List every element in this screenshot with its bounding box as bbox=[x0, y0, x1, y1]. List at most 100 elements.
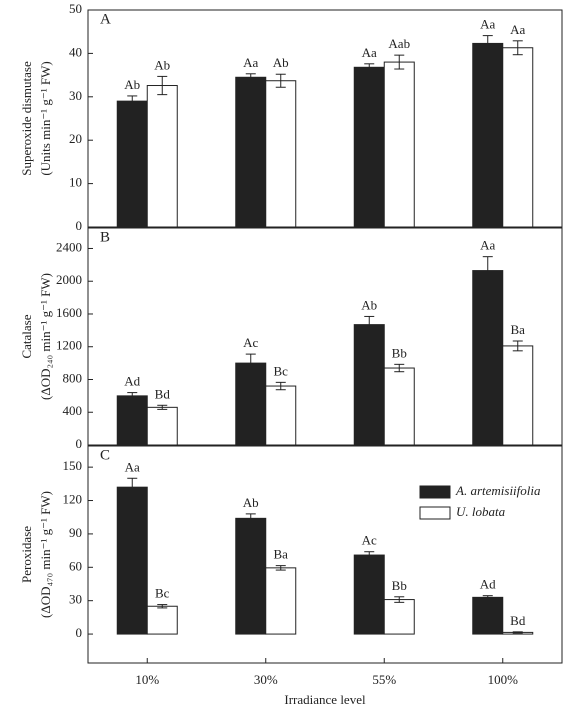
y-tick-label: 2400 bbox=[56, 239, 82, 254]
error-bar bbox=[364, 63, 375, 72]
error-bar bbox=[482, 256, 493, 286]
panel-label: C bbox=[100, 447, 110, 463]
panel-label: A bbox=[100, 11, 111, 27]
legend-label: A. artemisiifolia bbox=[455, 483, 541, 498]
bar bbox=[265, 80, 297, 228]
y-tick-label: 400 bbox=[63, 403, 83, 418]
significance-label: Aa bbox=[510, 22, 525, 37]
bar bbox=[502, 47, 534, 228]
bar bbox=[235, 76, 267, 228]
y-tick-label: 0 bbox=[76, 436, 83, 451]
y-tick-label: 2000 bbox=[56, 272, 82, 287]
y-tick-label: 120 bbox=[63, 492, 83, 507]
significance-label: Ac bbox=[243, 335, 258, 350]
bar bbox=[265, 567, 297, 635]
error-bar bbox=[364, 315, 375, 334]
significance-label: Ac bbox=[362, 533, 377, 548]
bar bbox=[116, 100, 148, 228]
error-bar bbox=[157, 404, 168, 410]
plot-frame bbox=[87, 9, 563, 228]
x-axis-label: Irradiance level bbox=[284, 692, 366, 707]
error-bar bbox=[157, 75, 168, 96]
y-tick-label: 10 bbox=[69, 175, 82, 190]
error-bar bbox=[157, 604, 168, 609]
error-bar bbox=[127, 477, 138, 497]
bar bbox=[116, 486, 148, 635]
error-bar bbox=[394, 54, 405, 70]
significance-label: Ad bbox=[480, 577, 496, 592]
y-tick-label: 20 bbox=[69, 131, 82, 146]
bar bbox=[472, 270, 504, 446]
bar bbox=[353, 66, 385, 228]
significance-label: Aab bbox=[388, 36, 410, 51]
y-tick-label: 0 bbox=[76, 218, 83, 233]
error-bar bbox=[394, 363, 405, 373]
bar bbox=[235, 362, 267, 446]
error-bar bbox=[275, 565, 286, 571]
x-tick-label: 10% bbox=[135, 672, 159, 687]
y-tick-label: 800 bbox=[63, 370, 83, 385]
x-tick-label: 30% bbox=[254, 672, 278, 687]
legend-label: U. lobata bbox=[456, 504, 506, 519]
significance-label: Bb bbox=[392, 345, 407, 360]
bar bbox=[235, 517, 267, 635]
y-tick-label: 40 bbox=[69, 44, 82, 59]
bar bbox=[383, 367, 415, 446]
bar bbox=[383, 61, 415, 228]
significance-label: Bc bbox=[155, 586, 170, 601]
error-bar bbox=[394, 596, 405, 603]
bar bbox=[472, 596, 504, 635]
error-bar bbox=[275, 381, 286, 391]
y-axis-label: (ΔOD₄₇₀ min⁻¹ g⁻¹ FW) bbox=[38, 491, 53, 618]
bar bbox=[502, 345, 534, 446]
error-bar bbox=[364, 551, 375, 559]
bar bbox=[383, 599, 415, 635]
error-bar bbox=[512, 340, 523, 352]
y-tick-label: 60 bbox=[69, 558, 82, 573]
significance-label: Aa bbox=[125, 459, 140, 474]
significance-label: Ba bbox=[511, 322, 526, 337]
significance-label: Ad bbox=[124, 374, 140, 389]
error-bar bbox=[245, 73, 256, 82]
significance-label: Bb bbox=[392, 578, 407, 593]
y-axis-label: (Units min⁻¹ g⁻¹ FW) bbox=[38, 61, 53, 175]
y-tick-label: 150 bbox=[63, 458, 83, 473]
bar bbox=[472, 42, 504, 228]
significance-label: Ab bbox=[154, 57, 170, 72]
significance-label: Ab bbox=[361, 297, 377, 312]
bar bbox=[353, 324, 385, 446]
error-bar bbox=[482, 35, 493, 52]
bar bbox=[146, 406, 178, 446]
plot-frame bbox=[87, 445, 563, 664]
significance-label: Ab bbox=[273, 55, 289, 70]
y-tick-label: 1200 bbox=[56, 338, 82, 353]
significance-label: Bd bbox=[155, 386, 171, 401]
error-bar bbox=[275, 73, 286, 88]
significance-label: Ab bbox=[124, 77, 140, 92]
error-bar bbox=[512, 631, 523, 634]
error-bar bbox=[127, 392, 138, 400]
significance-label: Aa bbox=[362, 45, 377, 60]
error-bar bbox=[245, 513, 256, 524]
error-bar bbox=[512, 40, 523, 56]
significance-label: Ba bbox=[274, 547, 289, 562]
bar bbox=[146, 85, 178, 228]
y-axis-label: Superoxide dismutase bbox=[19, 61, 34, 176]
y-axis-label: (ΔOD₂₄₀ min⁻¹ g⁻¹ FW) bbox=[38, 273, 53, 400]
bar bbox=[353, 554, 385, 635]
y-tick-label: 30 bbox=[69, 88, 82, 103]
y-axis-label: Catalase bbox=[19, 314, 34, 358]
significance-label: Ab bbox=[243, 495, 259, 510]
significance-label: Bc bbox=[274, 363, 289, 378]
significance-label: Aa bbox=[243, 55, 258, 70]
bar bbox=[146, 605, 178, 635]
legend-swatch bbox=[419, 485, 451, 499]
legend-swatch bbox=[419, 506, 451, 520]
panel-label: B bbox=[100, 229, 110, 245]
x-tick-label: 100% bbox=[488, 672, 519, 687]
error-bar bbox=[482, 595, 493, 600]
significance-label: Aa bbox=[480, 238, 495, 253]
y-tick-label: 90 bbox=[69, 525, 82, 540]
y-tick-label: 0 bbox=[76, 625, 83, 640]
